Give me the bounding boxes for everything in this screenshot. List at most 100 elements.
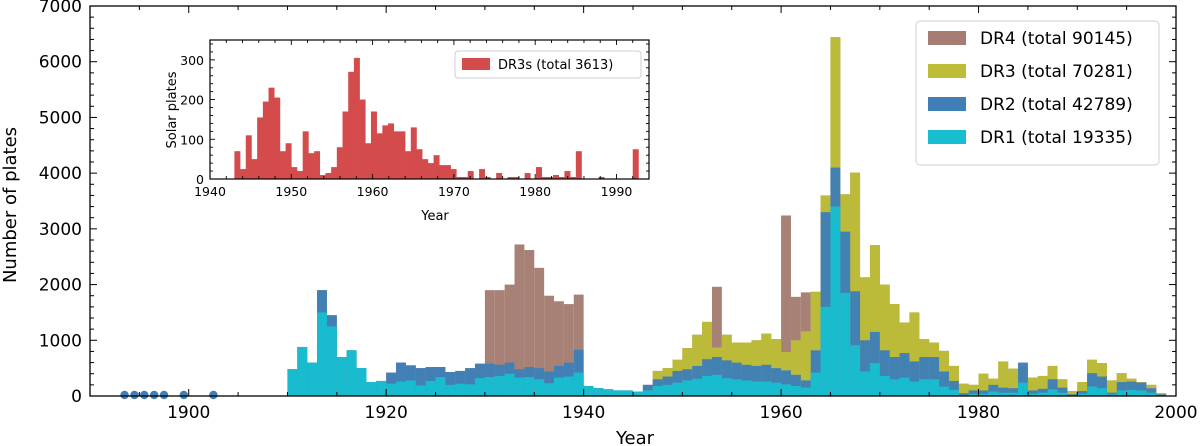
y-tick-label: 2000 [39, 276, 82, 296]
inset-bar [496, 173, 503, 179]
data-point [120, 390, 129, 400]
bar [544, 295, 555, 396]
inset-bar [279, 151, 286, 179]
bar [455, 383, 466, 396]
bar [771, 339, 782, 396]
bar [1136, 390, 1147, 396]
bar [534, 379, 545, 396]
bar [662, 384, 673, 396]
bar [554, 301, 564, 396]
bar [860, 371, 870, 396]
bar [1077, 393, 1088, 396]
bar [1008, 388, 1019, 396]
bar [939, 371, 949, 396]
bar [751, 365, 762, 396]
bar [682, 380, 693, 396]
inset-bar [462, 177, 469, 179]
inset-bar [314, 151, 321, 179]
y-tick-label: 1000 [39, 331, 82, 351]
inset-bar [291, 167, 298, 179]
bar [721, 378, 732, 396]
bar [415, 368, 426, 396]
bar [326, 326, 337, 396]
inset-bar [251, 159, 258, 179]
bar [672, 382, 683, 396]
bar [968, 390, 979, 396]
bar [317, 312, 327, 396]
inset-y-axis-label: Solar plates [165, 71, 180, 148]
inset-bar [268, 87, 275, 179]
bar [909, 381, 920, 396]
bar [958, 383, 969, 396]
bar [563, 304, 574, 396]
bar [978, 393, 989, 396]
bar [307, 362, 318, 396]
bar [1116, 382, 1127, 396]
bar [998, 387, 1009, 396]
inset-bar [598, 177, 605, 179]
bar [633, 391, 643, 396]
y-tick-label: 6000 [39, 53, 82, 73]
inset-bar [564, 171, 571, 179]
bar [386, 383, 397, 396]
inset-bar [439, 165, 446, 179]
main-points [120, 390, 218, 400]
bar [830, 206, 841, 396]
inset-bar [422, 159, 429, 179]
bar [1146, 388, 1157, 396]
bar [1156, 394, 1167, 396]
bar [445, 372, 456, 396]
bar [1047, 379, 1058, 396]
inset-bar [359, 99, 366, 179]
bar [889, 379, 900, 396]
bar [573, 294, 584, 396]
inset-bar [535, 167, 542, 179]
bar [415, 385, 426, 396]
bar [1077, 390, 1088, 396]
bar [968, 393, 979, 396]
inset-bar [433, 155, 440, 179]
inset-x-tick-label: 1960 [357, 184, 389, 199]
inset-bar [325, 173, 332, 179]
inset-legend: DR3s (total 3613) [454, 50, 642, 79]
bar [1097, 388, 1107, 396]
bar [869, 245, 880, 396]
bar [790, 374, 801, 396]
bar [978, 373, 989, 396]
bar [869, 363, 880, 396]
inset-bar [456, 177, 463, 179]
bar [1126, 381, 1137, 396]
bar [514, 377, 525, 396]
inset-bar [444, 165, 451, 179]
bar [948, 389, 959, 396]
bar [978, 390, 989, 396]
legend-swatch [928, 31, 966, 45]
inset-bar [370, 111, 377, 179]
bar [465, 384, 476, 396]
inset-legend-box [454, 50, 642, 79]
inset-bar [245, 135, 252, 179]
bar [573, 372, 584, 396]
bar [1106, 392, 1117, 396]
main-bars [287, 37, 1167, 396]
inset-bar [308, 153, 315, 179]
data-point [179, 390, 188, 400]
legend-swatch [928, 64, 966, 78]
bar [504, 373, 515, 396]
inset-y-tick-label: 300 [180, 53, 204, 68]
y-tick-label: 0 [71, 387, 82, 407]
inset-x-tick-label: 1970 [438, 184, 470, 199]
inset-bar [376, 133, 383, 179]
bar [524, 250, 535, 396]
bar [623, 390, 633, 396]
x-tick-label: 1920 [365, 403, 408, 423]
bar [445, 384, 456, 396]
bar [583, 385, 594, 396]
bar [455, 370, 466, 396]
bar [1106, 380, 1117, 396]
bar [879, 284, 890, 396]
bar [563, 376, 574, 396]
bar [336, 357, 347, 396]
data-point [209, 390, 218, 400]
bar [850, 172, 861, 396]
